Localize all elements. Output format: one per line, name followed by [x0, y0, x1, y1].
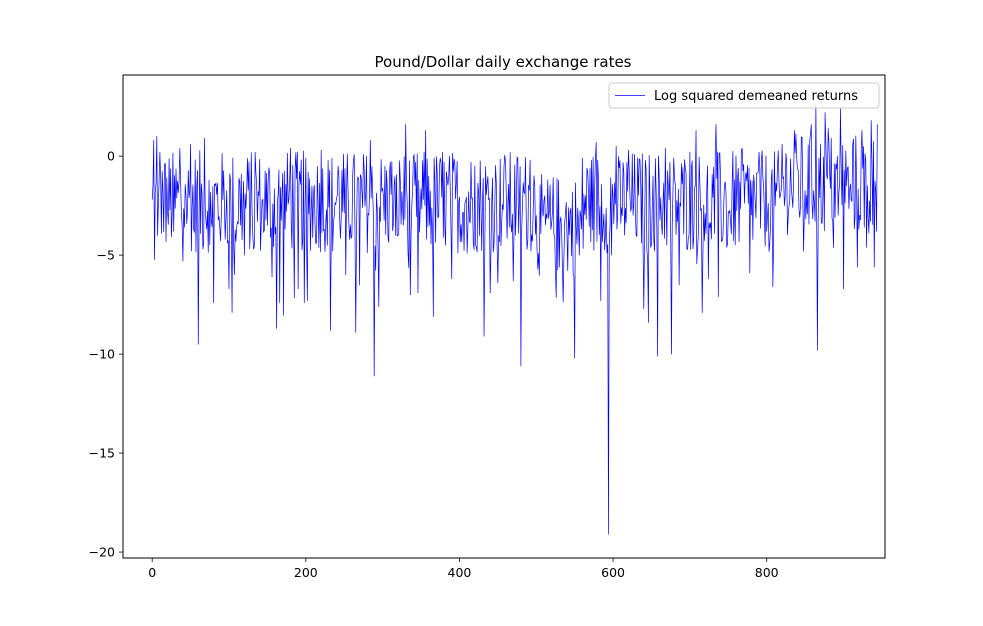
- legend: Log squared demeaned returns: [608, 82, 880, 109]
- chart-title: Pound/Dollar daily exchange rates: [375, 53, 632, 71]
- x-tick-label: 200: [294, 565, 318, 580]
- plot-area: [151, 104, 878, 535]
- legend-label: Log squared demeaned returns: [654, 89, 858, 104]
- series-group: [151, 104, 878, 535]
- x-axis: 0 200 400 600 800: [148, 558, 779, 580]
- y-tick-label: −20: [89, 545, 115, 560]
- x-tick-label: 400: [448, 565, 472, 580]
- x-tick-label: 600: [601, 565, 625, 580]
- y-axis: 0 −5 −10 −15 −20: [89, 149, 123, 560]
- x-tick-label: 0: [148, 565, 156, 580]
- y-tick-label: 0: [107, 149, 115, 164]
- x-tick-label: 800: [755, 565, 779, 580]
- y-tick-label: −5: [97, 248, 115, 263]
- y-tick-label: −10: [89, 347, 115, 362]
- plot-frame: [122, 74, 886, 559]
- legend-box: [608, 82, 880, 109]
- y-tick-label: −15: [89, 446, 115, 461]
- series-line: [151, 104, 878, 535]
